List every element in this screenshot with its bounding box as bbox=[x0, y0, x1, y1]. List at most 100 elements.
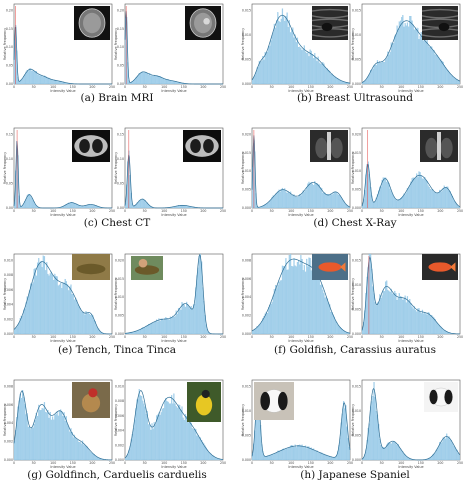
histogram-bar bbox=[281, 448, 284, 461]
histogram-bar bbox=[48, 77, 50, 85]
histogram-bar bbox=[379, 439, 381, 461]
histogram-bar bbox=[318, 62, 320, 85]
histogram-bar bbox=[439, 59, 441, 85]
histogram-bar bbox=[458, 81, 460, 85]
histogram-bar bbox=[306, 53, 308, 85]
histogram-bar bbox=[57, 81, 59, 85]
histogram-bar bbox=[283, 16, 285, 85]
histogram-bar bbox=[270, 199, 272, 209]
histogram-bar bbox=[38, 258, 40, 335]
density-line bbox=[13, 390, 113, 461]
histogram-bar bbox=[314, 181, 316, 209]
histogram-bar bbox=[379, 294, 381, 335]
histogram-bar bbox=[398, 447, 400, 461]
histogram-bar bbox=[391, 293, 394, 335]
histogram-bar bbox=[166, 318, 168, 335]
y-axis-label: Relative Frequency bbox=[114, 278, 118, 310]
histogram-bar bbox=[268, 307, 270, 335]
x-tick-label: 200 bbox=[200, 85, 206, 89]
histogram-bar bbox=[444, 330, 447, 335]
histogram-bar bbox=[138, 73, 140, 85]
histogram-bar bbox=[299, 194, 301, 209]
histogram-bar bbox=[41, 408, 43, 461]
histogram-bar bbox=[397, 199, 399, 209]
histogram-bar bbox=[146, 411, 148, 461]
histogram-bar bbox=[448, 190, 450, 209]
histogram-bar bbox=[295, 197, 297, 209]
histogram-bar bbox=[188, 306, 190, 335]
subplot-e-left: 0 50 100 150 200 250 0.000 0.002 0.004 0.006 0.008… bbox=[3, 253, 115, 343]
histogram-bar bbox=[93, 319, 95, 335]
histogram-bar bbox=[46, 77, 48, 85]
histogram-bar bbox=[273, 23, 275, 85]
histogram-bar bbox=[315, 57, 317, 85]
histogram-bar bbox=[332, 75, 334, 85]
histogram-bar bbox=[423, 40, 425, 85]
x-tick-label: 150 bbox=[308, 461, 314, 465]
histogram-bar bbox=[23, 76, 25, 85]
histogram-bar bbox=[369, 70, 372, 85]
histogram-bar bbox=[94, 455, 96, 461]
histogram-bar bbox=[194, 303, 196, 335]
y-tick-label: 0.000 bbox=[115, 332, 124, 336]
histogram-bar bbox=[291, 29, 293, 85]
histogram-bar bbox=[279, 451, 281, 461]
histogram-bar bbox=[368, 423, 370, 461]
histogram-bar bbox=[331, 457, 333, 461]
histogram-bar bbox=[390, 288, 392, 335]
histogram-bar bbox=[283, 448, 285, 461]
y-tick-label: 0.010 bbox=[4, 258, 13, 262]
histogram-bar bbox=[19, 393, 21, 461]
histogram-bar bbox=[440, 443, 442, 461]
histogram-bar bbox=[138, 389, 140, 461]
histogram-bar bbox=[174, 316, 176, 335]
x-tick-label: 250 bbox=[109, 335, 115, 339]
histogram-bar bbox=[380, 186, 382, 209]
y-tick-label: 0.010 bbox=[242, 409, 251, 413]
histogram-bar bbox=[454, 77, 456, 85]
histogram-bar bbox=[192, 304, 195, 335]
histogram-bar bbox=[421, 309, 424, 335]
histogram-bar bbox=[419, 36, 421, 85]
histogram-bar bbox=[194, 428, 196, 461]
histogram-bar bbox=[374, 397, 376, 461]
histogram-bar bbox=[272, 295, 274, 335]
captions-layer: (a) Brain MRI (b) Breast Ultrasound (c) … bbox=[27, 92, 436, 481]
density-line bbox=[251, 392, 351, 458]
histogram-bar bbox=[41, 76, 43, 85]
histogram-bar bbox=[253, 329, 255, 335]
histogram-bar bbox=[325, 68, 327, 85]
histogram-bar bbox=[136, 399, 138, 461]
x-tick-label: 100 bbox=[398, 335, 404, 339]
histogram-bar bbox=[294, 34, 296, 85]
histogram-bar bbox=[431, 46, 433, 85]
histogram-bar bbox=[42, 76, 44, 85]
histogram-bar bbox=[285, 16, 287, 85]
histogram-bar bbox=[48, 417, 50, 461]
histogram-bar bbox=[143, 327, 145, 335]
histogram-bar bbox=[34, 419, 36, 461]
histogram-bar bbox=[20, 315, 22, 335]
histogram-bar bbox=[304, 445, 307, 461]
histogram-bar bbox=[306, 258, 308, 335]
subplot-h-right: 0 50 100 150 200 250 0.000 0.005 0.010 0.015 Inten… bbox=[351, 379, 463, 469]
y-tick-label: 0.015 bbox=[352, 8, 361, 12]
histogram-bar bbox=[36, 74, 39, 85]
y-axis-label: Relative Frequency bbox=[351, 404, 355, 436]
histogram-bar bbox=[287, 269, 289, 335]
histogram-bar bbox=[419, 172, 421, 209]
histogram-bar bbox=[268, 46, 270, 85]
histogram-bar bbox=[439, 325, 441, 335]
histogram-bar bbox=[166, 79, 168, 85]
subplot-d-left: 0 50 100 150 200 250 0.000 0.005 0.010 0.015 0.020… bbox=[241, 127, 353, 217]
histogram-bar bbox=[182, 303, 184, 335]
histogram-bar bbox=[274, 193, 277, 209]
histogram-bar bbox=[429, 46, 432, 85]
histogram-bar bbox=[157, 75, 159, 85]
histogram-bar bbox=[177, 308, 180, 335]
histogram-bar bbox=[302, 48, 304, 85]
histogram-bar bbox=[436, 448, 439, 461]
goldfinch-thumbnail-image bbox=[187, 382, 221, 422]
histogram-bar bbox=[269, 455, 271, 461]
x-tick-label: 200 bbox=[89, 461, 95, 465]
